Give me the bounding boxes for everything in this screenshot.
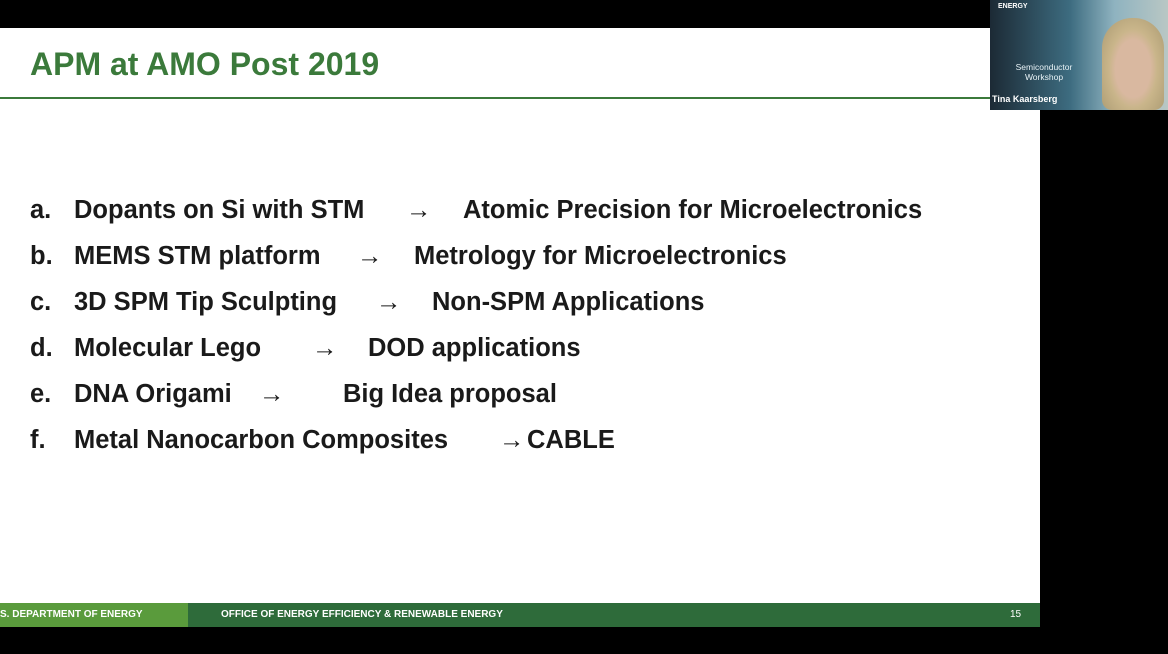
participant-video[interactable]: ENERGY Semiconductor Workshop Tina Kaars…	[990, 0, 1168, 110]
participant-name: Tina Kaarsberg	[992, 94, 1058, 104]
energy-logo: ENERGY	[998, 3, 1028, 10]
item-outcome: CABLE	[527, 426, 615, 454]
slide-title: APM at AMO Post 2019	[30, 46, 380, 82]
item-topic: MEMS STM platform	[74, 242, 321, 270]
arrow-icon: →	[357, 242, 383, 270]
item-topic: DNA Origami	[74, 380, 232, 408]
item-topic: Molecular Lego	[74, 334, 262, 362]
item-topic: Dopants on Si with STM	[74, 196, 365, 224]
item-outcome: DOD applications	[368, 334, 581, 362]
item-topic: 3D SPM Tip Sculpting	[74, 288, 338, 316]
arrow-icon: →	[312, 334, 338, 362]
slide-footer: S. DEPARTMENT OF ENERGY OFFICE OF ENERGY…	[0, 603, 1040, 627]
footer-office: OFFICE OF ENERGY EFFICIENCY & RENEWABLE …	[221, 609, 503, 620]
item-outcome: Atomic Precision for Microelectronics	[463, 196, 923, 224]
item-label: a.	[30, 196, 52, 224]
footer-doe: S. DEPARTMENT OF ENERGY	[0, 603, 188, 627]
title-divider	[0, 97, 990, 99]
arrow-icon: →	[406, 196, 432, 224]
item-label: b.	[30, 242, 53, 270]
item-outcome: Non-SPM Applications	[432, 288, 705, 316]
item-label: f.	[30, 426, 46, 454]
item-label: d.	[30, 334, 53, 362]
arrow-icon: →	[376, 288, 402, 316]
item-outcome: Metrology for Microelectronics	[414, 242, 787, 270]
page-number: 15	[1010, 609, 1022, 620]
item-topic: Metal Nanocarbon Composites	[74, 426, 449, 454]
presentation-slide: APM at AMO Post 2019 a. Dopants on Si wi…	[0, 28, 1040, 603]
arrow-icon: →	[259, 380, 285, 408]
item-label: e.	[30, 380, 52, 408]
arrow-icon: →	[499, 426, 525, 454]
video-background-text: Semiconductor Workshop	[1015, 62, 1073, 82]
participant-face	[1102, 18, 1164, 110]
item-outcome: Big Idea proposal	[343, 380, 557, 408]
item-label: c.	[30, 288, 52, 316]
